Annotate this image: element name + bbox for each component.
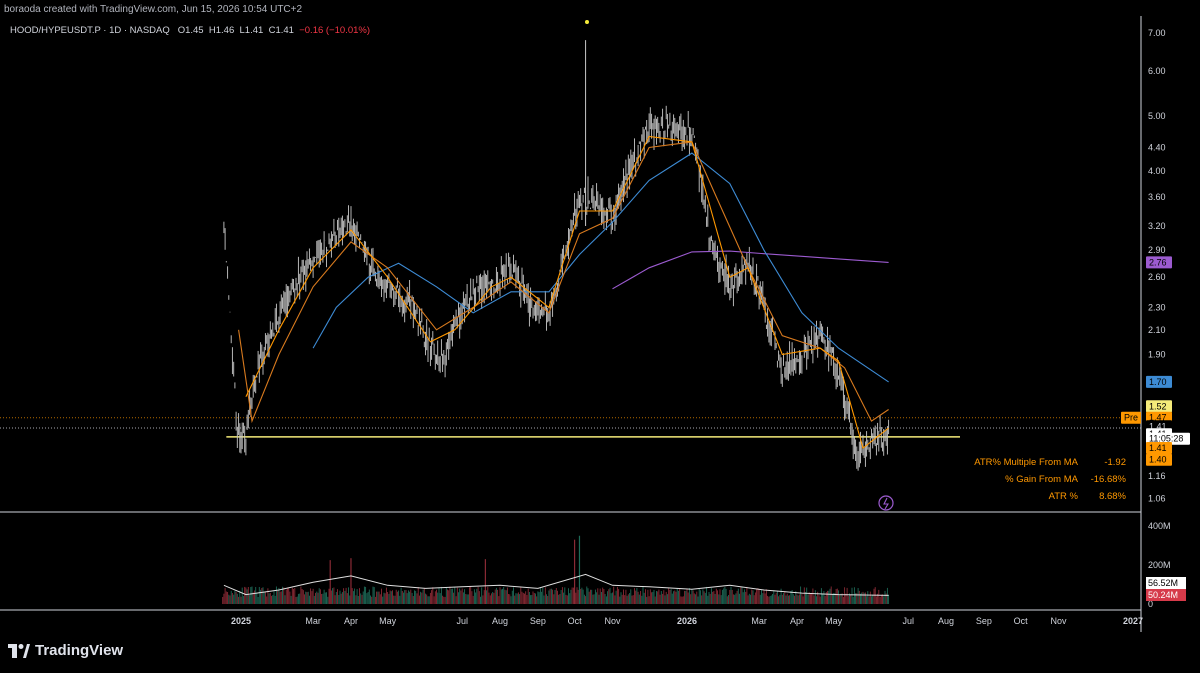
price-tick: 4.00 — [1148, 166, 1166, 176]
price-label-box — [1146, 442, 1172, 454]
price-label: 11:05:28 — [1149, 434, 1183, 444]
price-tick: 3.20 — [1148, 221, 1166, 231]
stat-label: ATR% Multiple From MA — [974, 457, 1078, 468]
stats-table: ATR% Multiple From MA -1.92 % Gain From MA… — [878, 457, 1127, 511]
price-axis[interactable]: 7.00 6.00 5.00 4.40 4.00 3.60 3.20 2.90 2.60 2.30… — [1121, 28, 1190, 609]
volume-label: 56.52M — [1148, 578, 1178, 588]
price-label: 2.76 — [1149, 257, 1167, 267]
price-label: 1.52 — [1149, 401, 1167, 411]
price-tick: 4.40 — [1148, 143, 1166, 153]
price-tick: 5.00 — [1148, 111, 1166, 121]
price-label-box — [1146, 453, 1172, 466]
ohlc-low: L1.41 — [239, 25, 264, 36]
pre-label: Pre — [1124, 413, 1138, 423]
tradingview-logo[interactable]: TradingView — [8, 642, 123, 659]
price-tick: 2.10 — [1148, 325, 1166, 335]
ohlc-high: H1.46 — [208, 25, 235, 36]
ohlc-close: C1.41 — [268, 25, 294, 36]
symbol-legend: HOOD/HYPEUSDT.P · 1D · NASDAQ O1.45 H1.4… — [10, 25, 370, 36]
time-tick: 2025 — [231, 616, 251, 626]
volume-tick: 0 — [1148, 599, 1153, 609]
volume-label-box — [1146, 589, 1186, 601]
price-tick: 2.30 — [1148, 302, 1166, 312]
time-tick: Sep — [530, 616, 546, 626]
time-tick: Jul — [456, 616, 468, 626]
volume-tick: 400M — [1148, 521, 1171, 531]
time-tick: Mar — [751, 616, 767, 626]
stat-label: % Gain From MA — [1005, 474, 1079, 485]
stat-value: -1.92 — [1104, 457, 1126, 468]
pre-badge — [1121, 411, 1141, 424]
volume-pane — [222, 535, 890, 604]
price-label-box — [1146, 432, 1190, 445]
tradingview-logo-icon — [8, 643, 30, 658]
created-by-text: boraoda created with TradingView.com, Ju… — [4, 4, 303, 15]
price-tick: 1.16 — [1148, 471, 1166, 481]
time-tick: May — [379, 616, 397, 626]
volume-ma-line — [223, 573, 889, 596]
price-tick: 1.06 — [1148, 493, 1166, 503]
price-label-box — [1146, 375, 1172, 388]
ohlc-change: −0.16 (−10.01%) — [299, 25, 370, 36]
event-marker — [585, 20, 589, 24]
price-label: 1.47 — [1149, 413, 1167, 423]
footer: TradingView — [0, 632, 1200, 673]
stat-value: -16.68% — [1091, 474, 1127, 485]
stat-label: ATR % — [1049, 491, 1079, 502]
moving-averages — [238, 135, 889, 449]
lightning-bolt-icon — [883, 497, 889, 510]
stat-value: 8.68% — [1099, 491, 1126, 502]
price-label-box — [1146, 400, 1172, 413]
lightning-icon — [878, 495, 894, 511]
chart-frame — [0, 16, 1142, 632]
time-tick: Oct — [568, 616, 583, 626]
price-label-box — [1146, 256, 1172, 269]
price-label: 1.40 — [1149, 455, 1167, 465]
time-tick: 2026 — [677, 616, 697, 626]
time-tick: Aug — [492, 616, 508, 626]
time-tick: Aug — [938, 616, 954, 626]
volume-label-box — [1146, 577, 1186, 589]
ma-mid-line — [238, 141, 889, 424]
volume-label: 50.24M — [1148, 590, 1178, 600]
price-chart[interactable]: 7.00 6.00 5.00 4.40 4.00 3.60 3.20 2.90 2.60 2.30… — [0, 0, 1200, 632]
price-label: 1.41 — [1149, 443, 1167, 453]
ma-purple-line — [612, 250, 889, 290]
price-tick: 7.00 — [1148, 28, 1166, 38]
price-label: 1.70 — [1149, 377, 1167, 387]
price-tick: 2.90 — [1148, 245, 1166, 255]
price-tick: 2.60 — [1148, 272, 1166, 282]
time-tick: Nov — [1050, 616, 1067, 626]
time-axis[interactable]: 2025 Mar Apr May Jul Aug Sep Oct Nov 2026 Mar Apr Ma… — [231, 616, 1143, 626]
time-tick: Oct — [1014, 616, 1029, 626]
time-tick: Nov — [604, 616, 621, 626]
time-tick: Mar — [305, 616, 321, 626]
ma-blue-line — [312, 152, 889, 383]
ohlc-open: O1.45 — [177, 25, 204, 36]
time-tick: May — [825, 616, 843, 626]
time-tick: Apr — [790, 616, 804, 626]
time-tick: Sep — [976, 616, 992, 626]
price-tick: 3.60 — [1148, 192, 1166, 202]
price-tick: 6.00 — [1148, 66, 1166, 76]
tradingview-brand: TradingView — [35, 642, 124, 659]
price-tick: 1.90 — [1148, 350, 1166, 360]
volume-tick: 200M — [1148, 560, 1171, 570]
time-tick: 2027 — [1123, 616, 1143, 626]
time-tick: Jul — [902, 616, 914, 626]
symbol-name[interactable]: HOOD/HYPEUSDT.P · 1D · NASDAQ — [10, 25, 170, 36]
time-tick: Apr — [344, 616, 358, 626]
price-label: 1.41 — [1149, 421, 1167, 431]
ma-fast-line — [245, 135, 889, 449]
